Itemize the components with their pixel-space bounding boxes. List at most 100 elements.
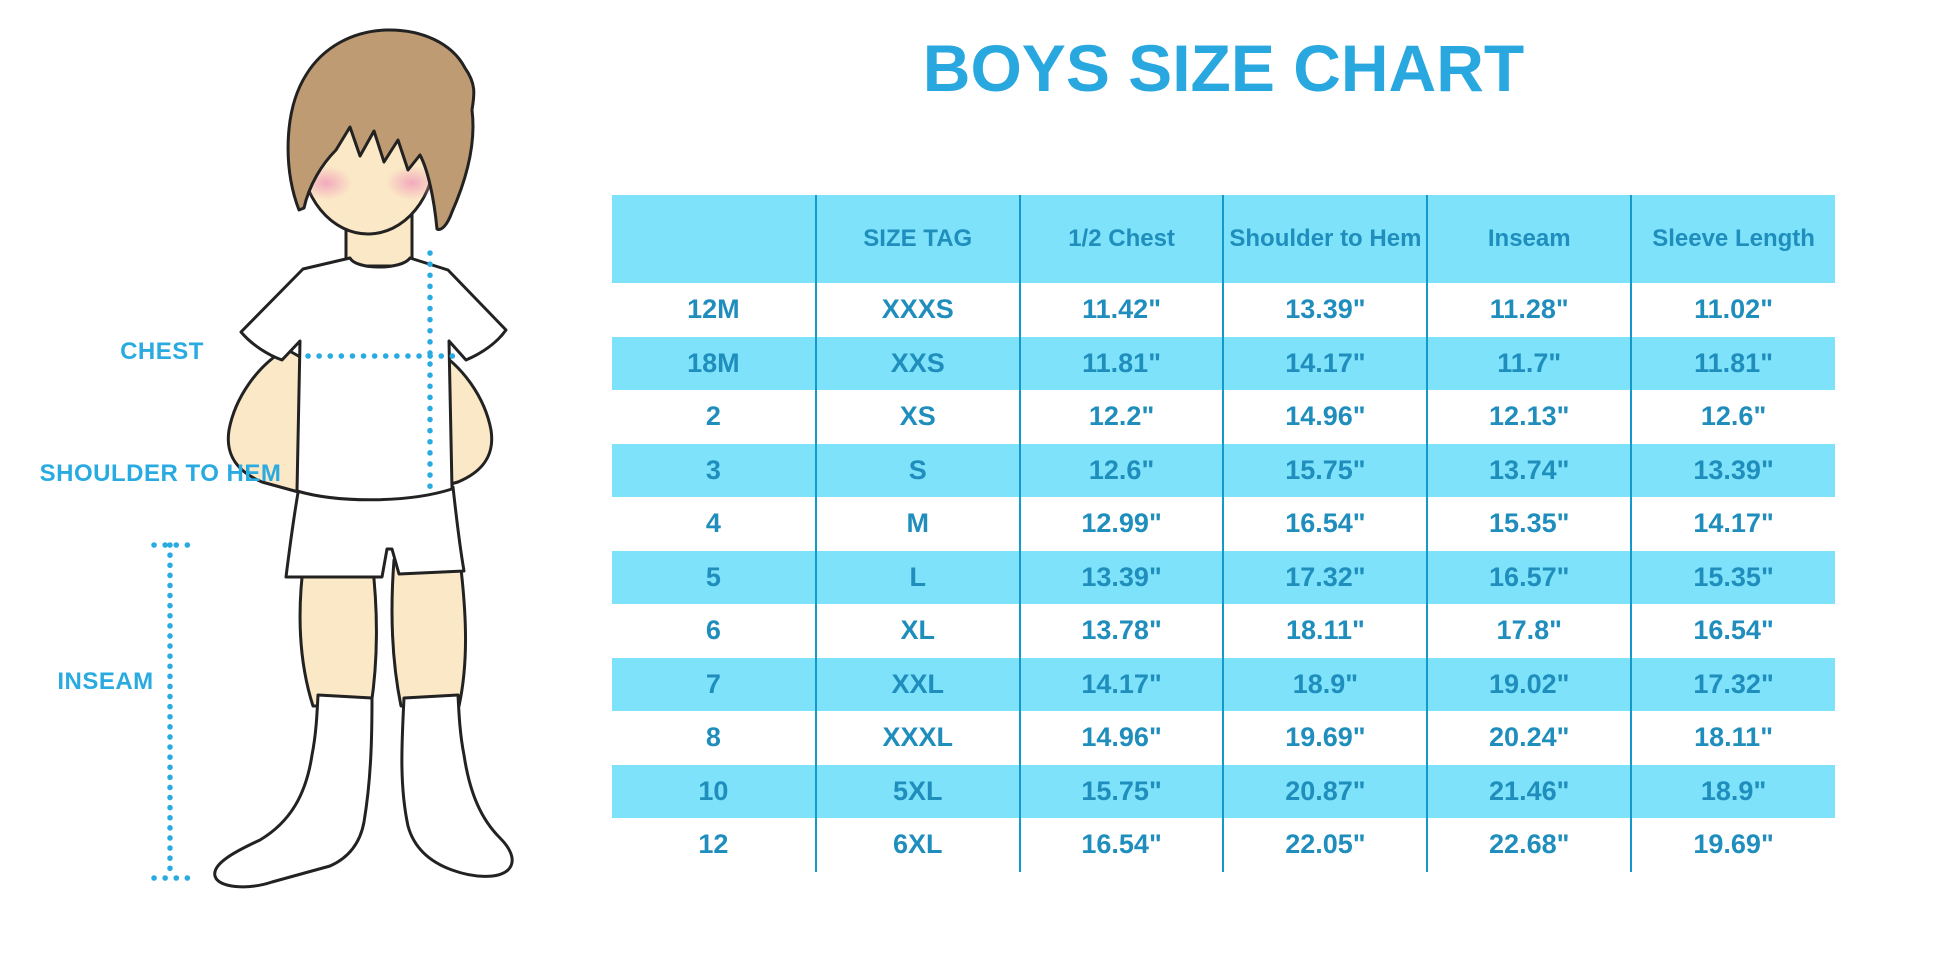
- value-cell: XL: [814, 604, 1020, 658]
- value-cell: 21.46": [1426, 764, 1632, 818]
- value-cell: 12.6": [1018, 443, 1224, 497]
- size-cell: 5: [612, 550, 816, 604]
- column-header-size-tag: SIZE TAG: [814, 195, 1020, 283]
- size-row-4: 4 M 12.99" 16.54" 15.35" 14.17": [612, 497, 1835, 551]
- value-cell: 13.39": [1222, 283, 1428, 337]
- chest-label: CHEST: [120, 338, 204, 365]
- value-cell: 13.39": [1630, 443, 1835, 497]
- value-cell: 20.24": [1426, 711, 1632, 765]
- size-cell: 6: [705, 615, 721, 646]
- value-cell: 6XL: [814, 818, 1020, 872]
- size-row-2: 2 XS 12.2" 14.96" 12.13" 12.6": [612, 390, 1835, 444]
- value-cell: 17.32": [1630, 657, 1835, 711]
- size-row-12: 12 6XL 16.54" 22.05" 22.68" 19.69": [612, 818, 1835, 872]
- size-cell: 10: [612, 764, 816, 818]
- column-header-1-2-chest: 1/2 Chest: [1018, 195, 1224, 283]
- value-cell: XXL: [814, 657, 1020, 711]
- measurement-lines: [151, 250, 465, 881]
- value-cell: XXXS: [814, 283, 1020, 337]
- column-header-shoulder-to-hem: Shoulder to Hem: [1222, 195, 1428, 283]
- value-cell: L: [814, 550, 1020, 604]
- size-row-10: 10 5XL 15.75" 20.87" 21.46" 18.9": [612, 764, 1835, 818]
- inseam-label: INSEAM: [57, 668, 154, 695]
- arm-left: [226, 347, 304, 495]
- size-row-7: 7 XXL 14.17" 18.9" 19.02" 17.32": [612, 657, 1835, 711]
- sock-left: [213, 693, 374, 889]
- value-cell: 15.75": [1222, 443, 1428, 497]
- value-cell: 15.35": [1426, 497, 1632, 551]
- value-cell: 12.13": [1426, 390, 1632, 444]
- column-header-sleeve-length: Sleeve Length: [1630, 195, 1835, 283]
- value-cell: S: [814, 443, 1020, 497]
- value-cell: 19.02": [1426, 657, 1632, 711]
- value-cell: 11.42": [1018, 283, 1224, 337]
- value-cell: 18.11": [1222, 604, 1428, 658]
- value-cell: 14.17": [1630, 497, 1835, 551]
- value-cell: 14.96": [1018, 711, 1224, 765]
- shoulder-to-hem-label: SHOULDER TO HEM: [39, 460, 282, 487]
- value-cell: 5XL: [814, 764, 1020, 818]
- size-row-6: 6 XL 13.78" 18.11" 17.8" 16.54": [612, 604, 1835, 658]
- column-header-size: [612, 195, 816, 283]
- value-cell: 13.74": [1426, 443, 1632, 497]
- size-table-body: 12M XXXS 11.42" 13.39" 11.28" 11.02" 18M XXS 11.…: [612, 283, 1835, 872]
- value-cell: XXXL: [814, 711, 1020, 765]
- page-title: BOYS SIZE CHART: [922, 31, 1525, 105]
- sock-right: [400, 693, 514, 878]
- value-cell: 11.02": [1630, 283, 1835, 337]
- value-cell: 15.75": [1018, 764, 1224, 818]
- size-row-5: 5 L 13.39" 17.32" 16.57" 15.35": [612, 550, 1835, 604]
- value-cell: 12.6": [1630, 390, 1835, 444]
- boy-measurement-figure: [151, 28, 514, 889]
- value-cell: 16.57": [1426, 550, 1632, 604]
- t-shirt: [239, 256, 508, 502]
- value-cell: 13.39": [1018, 550, 1224, 604]
- value-cell: 11.28": [1426, 283, 1632, 337]
- value-cell: 11.81": [1630, 336, 1835, 390]
- size-cell: 18M: [612, 336, 816, 390]
- value-cell: 18.9": [1222, 657, 1428, 711]
- header-row: SIZE TAG 1/2 Chest Shoulder to Hem Inseam Sl…: [612, 195, 1835, 283]
- size-cell: 7: [612, 657, 816, 711]
- size-row-18m: 18M XXS 11.81" 14.17" 11.7" 11.81": [612, 336, 1835, 390]
- value-cell: 19.69": [1630, 818, 1835, 872]
- size-table-header: SIZE TAG 1/2 Chest Shoulder to Hem Inseam Sl…: [612, 195, 1835, 283]
- value-cell: 14.96": [1222, 390, 1428, 444]
- column-header-inseam: Inseam: [1426, 195, 1632, 283]
- size-cell: 4: [705, 508, 721, 539]
- value-cell: M: [814, 497, 1020, 551]
- boy-illustration: [213, 28, 514, 889]
- size-cell: 12M: [687, 294, 740, 325]
- value-cell: 11.7": [1426, 336, 1632, 390]
- value-cell: 16.54": [1018, 818, 1224, 872]
- size-cell: 3: [612, 443, 816, 497]
- value-cell: 14.17": [1018, 657, 1224, 711]
- size-cell: 2: [705, 401, 721, 432]
- size-table: SIZE TAG 1/2 Chest Shoulder to Hem Inseam Sl…: [612, 195, 1835, 872]
- value-cell: XS: [814, 390, 1020, 444]
- value-cell: 16.54": [1630, 604, 1835, 658]
- value-cell: 14.17": [1222, 336, 1428, 390]
- value-cell: 15.35": [1630, 550, 1835, 604]
- leg-right: [390, 558, 468, 708]
- size-row-12m: 12M XXXS 11.42" 13.39" 11.28" 11.02": [612, 283, 1835, 337]
- value-cell: 22.68": [1426, 818, 1632, 872]
- value-cell: 22.05": [1222, 818, 1428, 872]
- value-cell: 19.69": [1222, 711, 1428, 765]
- value-cell: 13.78": [1018, 604, 1224, 658]
- value-cell: 18.11": [1630, 711, 1835, 765]
- value-cell: 16.54": [1222, 497, 1428, 551]
- hair: [286, 28, 476, 231]
- value-cell: XXS: [814, 336, 1020, 390]
- value-cell: 18.9": [1630, 764, 1835, 818]
- size-row-8: 8 XXXL 14.96" 19.69" 20.24" 18.11": [612, 711, 1835, 765]
- size-row-3: 3 S 12.6" 15.75" 13.74" 13.39": [612, 443, 1835, 497]
- value-cell: 12.99": [1018, 497, 1224, 551]
- leg-left: [298, 558, 378, 708]
- value-cell: 12.2": [1018, 390, 1224, 444]
- cheek-right: [386, 166, 438, 200]
- size-cell: 8: [705, 722, 721, 753]
- value-cell: 11.81": [1018, 336, 1224, 390]
- value-cell: 17.32": [1222, 550, 1428, 604]
